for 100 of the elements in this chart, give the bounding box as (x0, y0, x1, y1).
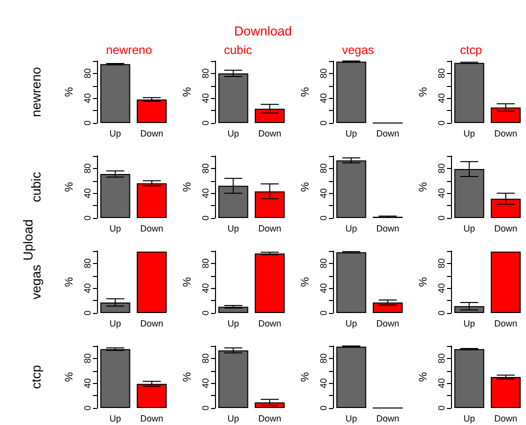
y-tick-label: 80 (200, 163, 210, 174)
y-tick-label: 80 (318, 68, 328, 78)
y-tick-label: 0 (200, 310, 210, 316)
y-tick-label: 40 (200, 283, 210, 294)
y-axis-title: % (418, 182, 430, 192)
y-tick-label: 80 (200, 68, 210, 78)
x-tick-label: Down (494, 318, 518, 328)
y-tick-label: 0 (82, 405, 92, 411)
x-tick-label: Up (345, 224, 358, 234)
y-tick-label: 0 (436, 405, 446, 411)
y-tick-label: 40 (82, 378, 92, 388)
y-tick-label: 40 (436, 283, 446, 294)
y-tick-label: 40 (82, 188, 92, 198)
y-tick-label: 40 (436, 378, 446, 388)
x-tick-label: Down (376, 224, 400, 234)
y-tick-label: 0 (318, 120, 328, 126)
y-axis-title: % (182, 182, 194, 192)
x-tick-label: Down (494, 128, 518, 138)
x-tick-label: Up (345, 414, 358, 424)
text: vegas (28, 264, 44, 300)
y-tick-label: 0 (200, 215, 210, 221)
x-tick-label: Down (140, 128, 164, 138)
x-tick-label: Down (494, 224, 518, 234)
y-tick-label: 0 (200, 405, 210, 411)
y-axis-title: % (64, 276, 76, 287)
x-tick-label: Up (345, 128, 358, 138)
y-tick-label: 0 (318, 215, 328, 221)
y-tick-label: 80 (436, 258, 446, 268)
y-axis-title: % (300, 182, 312, 192)
x-tick-label: Up (463, 128, 476, 138)
y-axis-title: % (182, 276, 194, 287)
y-tick-label: 0 (436, 120, 446, 126)
y-axis-title: % (182, 86, 194, 97)
y-tick-label: 40 (200, 93, 210, 104)
y-tick-label: 80 (82, 258, 92, 268)
x-tick-label: Up (227, 318, 240, 328)
y-tick-label: 40 (82, 93, 92, 104)
x-tick-label: Up (345, 318, 358, 328)
y-axis-title: % (64, 86, 76, 97)
y-tick-label: 80 (82, 68, 92, 78)
text: Download (234, 24, 292, 38)
y-axis-title: % (300, 276, 312, 287)
x-tick-label: Down (140, 414, 164, 424)
x-tick-label: Up (227, 414, 240, 424)
y-axis-title: % (300, 86, 312, 97)
y-tick-label: 80 (436, 353, 446, 364)
chart-title: newreno (106, 43, 152, 57)
x-tick-label: Down (258, 128, 282, 138)
x-tick-label: Down (494, 414, 518, 424)
y-tick-label: 40 (318, 283, 328, 294)
text: ctcp (28, 365, 44, 389)
chart-title: vegas (342, 43, 374, 57)
x-tick-label: Up (109, 128, 122, 138)
text: cubic (28, 172, 44, 202)
x-tick-label: Up (463, 414, 476, 424)
x-tick-label: Down (376, 318, 400, 328)
y-tick-label: 0 (436, 310, 446, 316)
y-tick-label: 80 (436, 68, 446, 78)
text: Upload (20, 219, 36, 261)
y-tick-label: 0 (436, 215, 446, 221)
y-tick-label: 80 (82, 353, 92, 364)
y-tick-label: 0 (82, 310, 92, 316)
y-tick-label: 40 (318, 378, 328, 388)
chart-title: cubic (224, 43, 252, 57)
y-tick-label: 40 (436, 93, 446, 104)
y-tick-label: 80 (436, 163, 446, 174)
text: newreno (28, 67, 44, 117)
y-tick-label: 40 (200, 188, 210, 198)
y-tick-label: 0 (82, 120, 92, 126)
y-tick-label: 40 (82, 283, 92, 294)
y-axis-title: % (64, 182, 76, 192)
x-tick-label: Down (258, 318, 282, 328)
y-tick-label: 40 (436, 188, 446, 198)
y-axis-title: % (418, 372, 430, 382)
y-axis-title: % (418, 276, 430, 287)
x-tick-label: Down (258, 224, 282, 234)
y-tick-label: 80 (200, 353, 210, 364)
x-tick-label: Up (109, 318, 122, 328)
y-tick-label: 80 (200, 258, 210, 268)
x-tick-label: Down (376, 128, 400, 138)
y-axis-title: % (300, 372, 312, 382)
y-tick-label: 80 (318, 258, 328, 268)
x-tick-label: Up (227, 224, 240, 234)
y-axis-title: % (182, 372, 194, 382)
x-tick-label: Up (463, 318, 476, 328)
y-tick-label: 80 (82, 163, 92, 174)
y-tick-label: 80 (318, 353, 328, 364)
y-tick-label: 0 (318, 405, 328, 411)
y-tick-label: 40 (200, 378, 210, 388)
x-tick-label: Down (140, 318, 164, 328)
y-tick-label: 0 (318, 310, 328, 316)
x-tick-label: Up (227, 128, 240, 138)
y-tick-label: 0 (82, 215, 92, 221)
x-tick-label: Up (463, 224, 476, 234)
y-tick-label: 0 (200, 120, 210, 126)
chart-title: ctcp (460, 43, 482, 57)
x-tick-label: Up (109, 224, 122, 234)
x-tick-label: Up (109, 414, 122, 424)
y-tick-label: 40 (318, 93, 328, 104)
x-tick-label: Down (376, 414, 400, 424)
